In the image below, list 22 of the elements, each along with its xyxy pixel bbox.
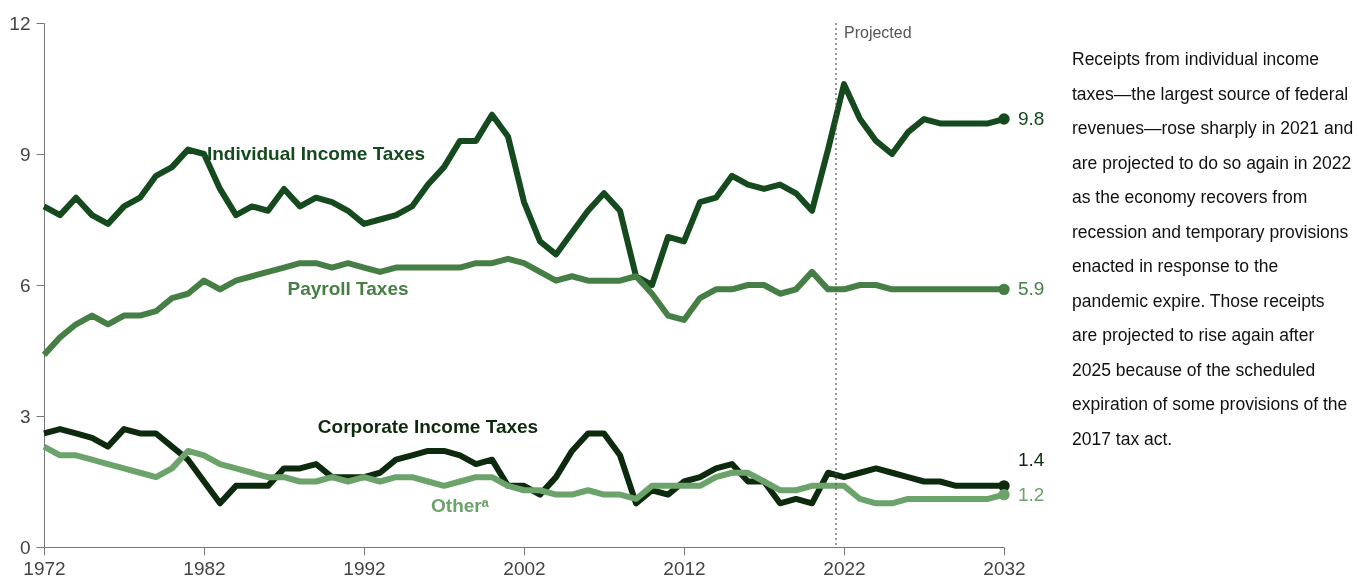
y-tick-label: 3 [19, 405, 31, 427]
data-label: 1.2 [1018, 483, 1045, 505]
x-tick-label: 1982 [183, 557, 226, 579]
x-tick-label: 2032 [983, 557, 1026, 579]
x-tick-label: 2022 [823, 557, 866, 579]
y-tick-label: 6 [19, 274, 31, 296]
data-label: 1.4 [1018, 448, 1045, 470]
data-label: 5.9 [1018, 278, 1045, 300]
y-tick-label: 0 [19, 536, 31, 558]
data-label: 9.8 [1018, 108, 1045, 130]
series-label: Individual Income Taxes [206, 143, 426, 164]
x-tick-label: 2002 [503, 557, 546, 579]
series-label: Payroll Taxes [287, 278, 409, 300]
text: Receipts from individual income taxes—the largest source of federal revenues—rose sharply in 2021 and are projected to do so again in 2022 as the economy recovers from recession and temporary provisions enacted in response to the pandemic expire. Those receipts are projected to rise again after 2025 because of the scheduled expiration of some provisions of the 2017 tax act. [1072, 49, 1354, 449]
x-tick-label: 1972 [23, 557, 66, 579]
ref-line-label: Projected [844, 24, 912, 41]
y-tick-label: 12 [9, 12, 31, 34]
series-label: Otherᵃ [431, 494, 490, 516]
x-tick-label: 2012 [663, 557, 706, 579]
y-tick-label: 9 [19, 143, 31, 165]
x-tick-label: 1992 [343, 557, 386, 579]
series-label: Corporate Income Taxes [317, 415, 539, 437]
